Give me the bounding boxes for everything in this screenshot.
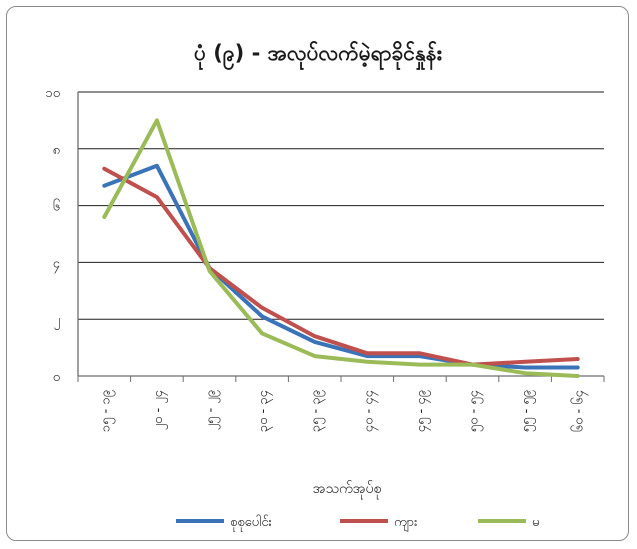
x-tick-label: ၄၀ - ၄၄ — [361, 389, 378, 432]
x-tick-label: ၅၀ - ၅၄ — [467, 389, 484, 432]
x-tick-label: ၆၀ - ၆၄ — [571, 389, 589, 432]
chart-frame — [6, 6, 629, 541]
y-tick-label: ၀ — [53, 370, 60, 385]
x-tick-label: ၂၀ - ၂၄ — [151, 389, 168, 430]
gridlines — [77, 91, 604, 377]
y-tick-label: ၁၀ — [45, 86, 60, 101]
legend-label: ကျား — [394, 515, 417, 532]
y-tick-label: ၆ — [53, 199, 60, 215]
x-tick-label: ၃၀ - ၃၄ — [256, 389, 273, 432]
x-tick-label: ၄၅ - ၄၉ — [414, 390, 431, 432]
y-tick-label: ၈ — [53, 143, 60, 158]
series-lines — [102, 118, 580, 378]
x-tick-label: ၅၅ - ၅၉ — [519, 390, 536, 432]
x-tick-label: ၂၅ - ၂၉ — [204, 390, 221, 430]
legend: စုစုပေါင်း ကျား မ — [176, 514, 539, 532]
x-tick-label: ၁၅ - ၁၉ — [98, 390, 115, 432]
legend-label: မ — [532, 515, 539, 530]
y-tick-label: ၂ — [54, 313, 60, 330]
series-line-2 — [102, 166, 580, 367]
chart-title: ပုံ (၉) - အလုပ်လက်မဲ့ရာခိုင်နှုန်း — [194, 39, 443, 71]
series-line-3 — [102, 118, 580, 378]
x-axis-ticks: ၁၅ - ၁၉ ၂၀ - ၂၄ ၂၅ - ၂၉ ၃၀ - ၃၄ ၃၅ - ၃၉ ၄၀ - … — [77, 376, 605, 432]
x-tick-label: ၃၅ - ၃၉ — [309, 390, 326, 432]
y-tick-label: ၄ — [53, 256, 61, 273]
series-line-1 — [102, 163, 580, 370]
y-axis-ticks: ၀ ၂ ၄ ၆ ၈ ၁၀ — [45, 86, 60, 385]
legend-label: စုစုပေါင်း — [230, 514, 272, 532]
x-axis-label: အသက်အုပ်စု — [313, 481, 382, 499]
